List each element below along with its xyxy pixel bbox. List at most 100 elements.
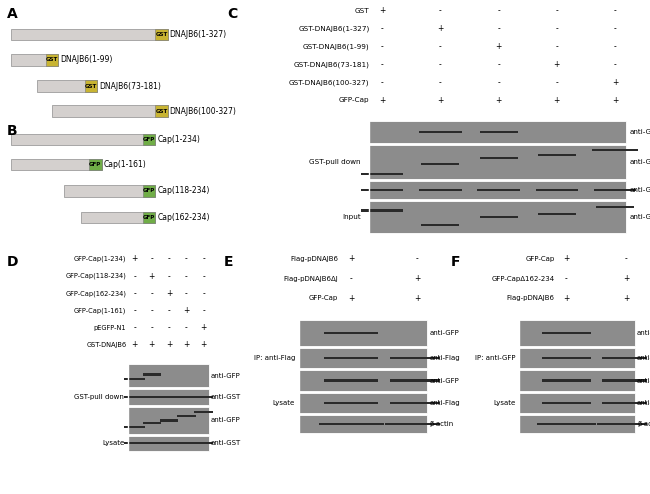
Text: -: - — [350, 274, 353, 283]
Text: +: + — [131, 254, 138, 263]
Bar — [519, 348, 635, 369]
Text: β-actin: β-actin — [637, 421, 650, 427]
Text: -: - — [614, 6, 616, 15]
Bar — [128, 389, 209, 405]
Text: anti-GFP: anti-GFP — [630, 129, 650, 135]
Text: +: + — [563, 293, 569, 303]
Bar — [361, 189, 403, 191]
Text: -: - — [497, 60, 500, 69]
Bar — [176, 442, 197, 445]
Text: +: + — [554, 60, 560, 69]
Text: +: + — [612, 96, 618, 105]
Text: -: - — [150, 289, 153, 298]
Text: +: + — [131, 340, 138, 349]
Text: -: - — [168, 323, 170, 332]
Text: DNAJB6(1-99): DNAJB6(1-99) — [60, 55, 112, 64]
Text: +: + — [623, 274, 629, 283]
Bar — [369, 181, 625, 199]
Text: -: - — [185, 254, 188, 263]
Text: -: - — [202, 272, 205, 281]
Text: +: + — [437, 24, 443, 33]
Bar — [159, 396, 179, 398]
Text: -: - — [439, 6, 442, 15]
Bar — [480, 157, 517, 159]
Text: anti-GFP: anti-GFP — [430, 330, 459, 336]
Bar — [542, 331, 591, 334]
Text: GFP: GFP — [143, 215, 155, 220]
Bar — [537, 423, 596, 425]
Text: Cap(1-234): Cap(1-234) — [157, 135, 200, 144]
Bar — [85, 81, 98, 92]
Text: GST: GST — [85, 83, 98, 88]
Bar — [143, 211, 155, 223]
Text: +: + — [149, 340, 155, 349]
Text: GST: GST — [355, 8, 369, 14]
Text: GST-DNAJB6(73-181): GST-DNAJB6(73-181) — [294, 61, 369, 68]
Bar — [10, 29, 168, 41]
Text: -: - — [497, 78, 500, 87]
Bar — [538, 212, 576, 215]
Text: GST-DNAJB6(1-327): GST-DNAJB6(1-327) — [298, 26, 369, 32]
Text: β-actin: β-actin — [430, 421, 454, 427]
Bar — [124, 442, 145, 445]
Bar — [128, 407, 209, 434]
Text: IP: anti-GFP: IP: anti-GFP — [474, 355, 515, 361]
Text: -: - — [168, 306, 170, 315]
Bar — [602, 357, 650, 359]
Text: -: - — [555, 78, 558, 87]
Text: anti-GFP: anti-GFP — [211, 373, 240, 379]
Text: -: - — [625, 254, 627, 263]
Text: A: A — [6, 7, 18, 21]
Text: GFP-Cap: GFP-Cap — [309, 295, 338, 301]
Bar — [299, 320, 427, 346]
Text: anti-GFP: anti-GFP — [211, 417, 240, 423]
Text: GST: GST — [155, 32, 168, 37]
Text: -: - — [133, 289, 136, 298]
Text: -: - — [565, 274, 567, 283]
Bar — [369, 145, 625, 179]
Bar — [391, 402, 445, 404]
Text: -: - — [555, 24, 558, 33]
Bar — [519, 393, 635, 413]
Bar — [194, 396, 214, 398]
Text: -: - — [185, 289, 188, 298]
Bar — [391, 379, 445, 382]
Bar — [592, 149, 638, 152]
Text: -: - — [497, 6, 500, 15]
Text: anti-GFP: anti-GFP — [637, 400, 650, 406]
Bar — [596, 206, 634, 208]
Text: +: + — [201, 340, 207, 349]
Text: -: - — [150, 254, 153, 263]
Text: +: + — [201, 323, 207, 332]
Bar — [64, 185, 155, 197]
Bar — [594, 189, 636, 191]
Text: GFP: GFP — [89, 162, 101, 167]
Text: Lysate: Lysate — [272, 400, 295, 406]
Bar — [10, 134, 155, 145]
Text: +: + — [623, 293, 629, 303]
Text: +: + — [166, 289, 172, 298]
Bar — [52, 105, 168, 117]
Text: Lysate: Lysate — [493, 400, 515, 406]
Text: C: C — [227, 7, 238, 21]
Text: IP: anti-Flag: IP: anti-Flag — [254, 355, 295, 361]
Bar — [160, 419, 179, 421]
Bar — [299, 393, 427, 413]
Bar — [142, 373, 161, 376]
Text: E: E — [224, 255, 233, 269]
Bar — [477, 189, 520, 191]
Text: +: + — [414, 274, 421, 283]
Bar — [602, 379, 650, 382]
Text: -: - — [202, 306, 205, 315]
Text: Flag-pDNAJB6ΔJ: Flag-pDNAJB6ΔJ — [283, 276, 338, 282]
Bar — [391, 357, 445, 359]
Text: +: + — [149, 272, 155, 281]
Text: GFP-Cap(1-234): GFP-Cap(1-234) — [74, 256, 126, 262]
Bar — [194, 442, 214, 445]
Bar — [155, 105, 168, 117]
Text: +: + — [379, 6, 385, 15]
Text: +: + — [495, 42, 502, 51]
Text: anti-GST: anti-GST — [211, 440, 241, 446]
Text: -: - — [614, 42, 616, 51]
Text: +: + — [612, 78, 618, 87]
